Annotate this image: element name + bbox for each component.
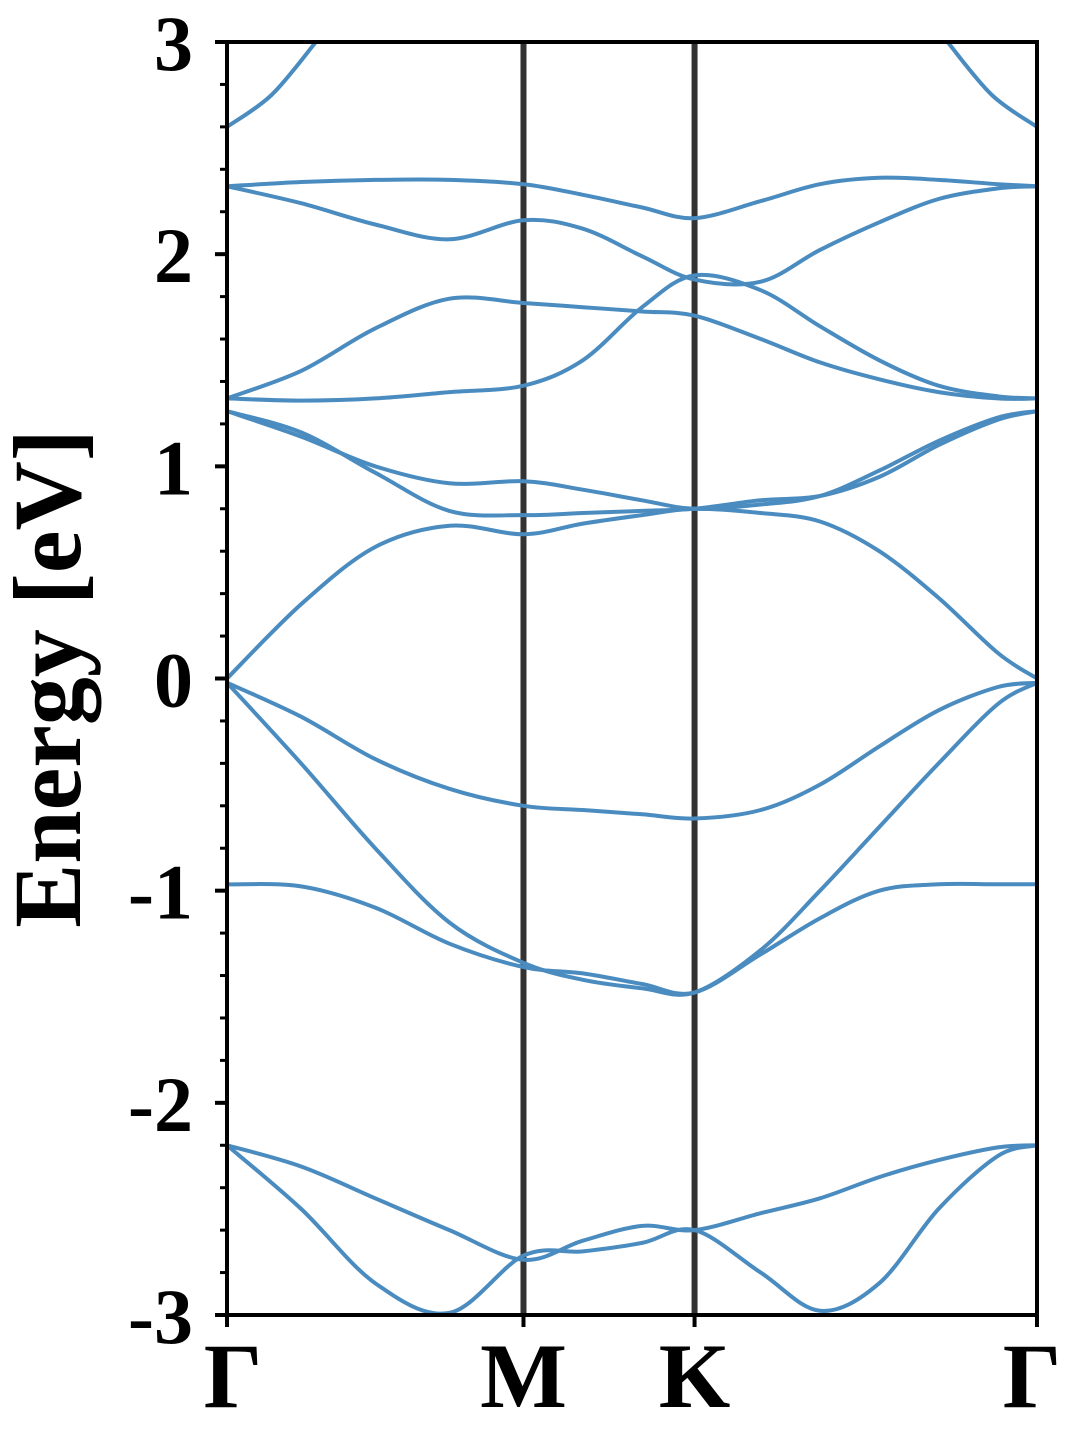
band-line bbox=[227, 506, 1037, 681]
band-line bbox=[227, 272, 1037, 403]
band-line bbox=[227, 409, 1037, 511]
y-tick-label: 3 bbox=[154, 0, 193, 87]
band-line bbox=[227, 409, 1037, 518]
band-line bbox=[227, 680, 1037, 997]
band-line bbox=[227, 680, 1037, 821]
band-line bbox=[945, 42, 1037, 129]
band-line bbox=[227, 184, 1037, 287]
y-axis-label: Energy [eV] bbox=[0, 429, 101, 928]
y-tick-label: -3 bbox=[128, 1273, 193, 1360]
plot-frame bbox=[225, 40, 1039, 1317]
band-line bbox=[227, 42, 318, 129]
high-symmetry-separators bbox=[520, 42, 698, 1315]
y-tick-label: -1 bbox=[128, 849, 193, 936]
x-tick-label: K bbox=[659, 1325, 731, 1427]
y-tick-label: 0 bbox=[154, 637, 193, 724]
plot-border bbox=[225, 40, 1039, 1317]
band-line bbox=[227, 175, 1037, 221]
y-tick-label: -2 bbox=[128, 1061, 193, 1148]
axis-ticks bbox=[215, 40, 1039, 1327]
band-line bbox=[227, 295, 1037, 401]
x-tick-label: Γ bbox=[1003, 1325, 1062, 1427]
y-tick-label: 2 bbox=[154, 212, 193, 299]
band-line bbox=[227, 1143, 1037, 1262]
x-tick-label: Γ bbox=[204, 1325, 263, 1427]
band-line bbox=[227, 881, 1037, 996]
y-tick-label: 1 bbox=[154, 424, 193, 511]
x-tick-label: M bbox=[480, 1325, 567, 1427]
band-line bbox=[227, 1143, 1037, 1315]
bands bbox=[227, 42, 1037, 1315]
